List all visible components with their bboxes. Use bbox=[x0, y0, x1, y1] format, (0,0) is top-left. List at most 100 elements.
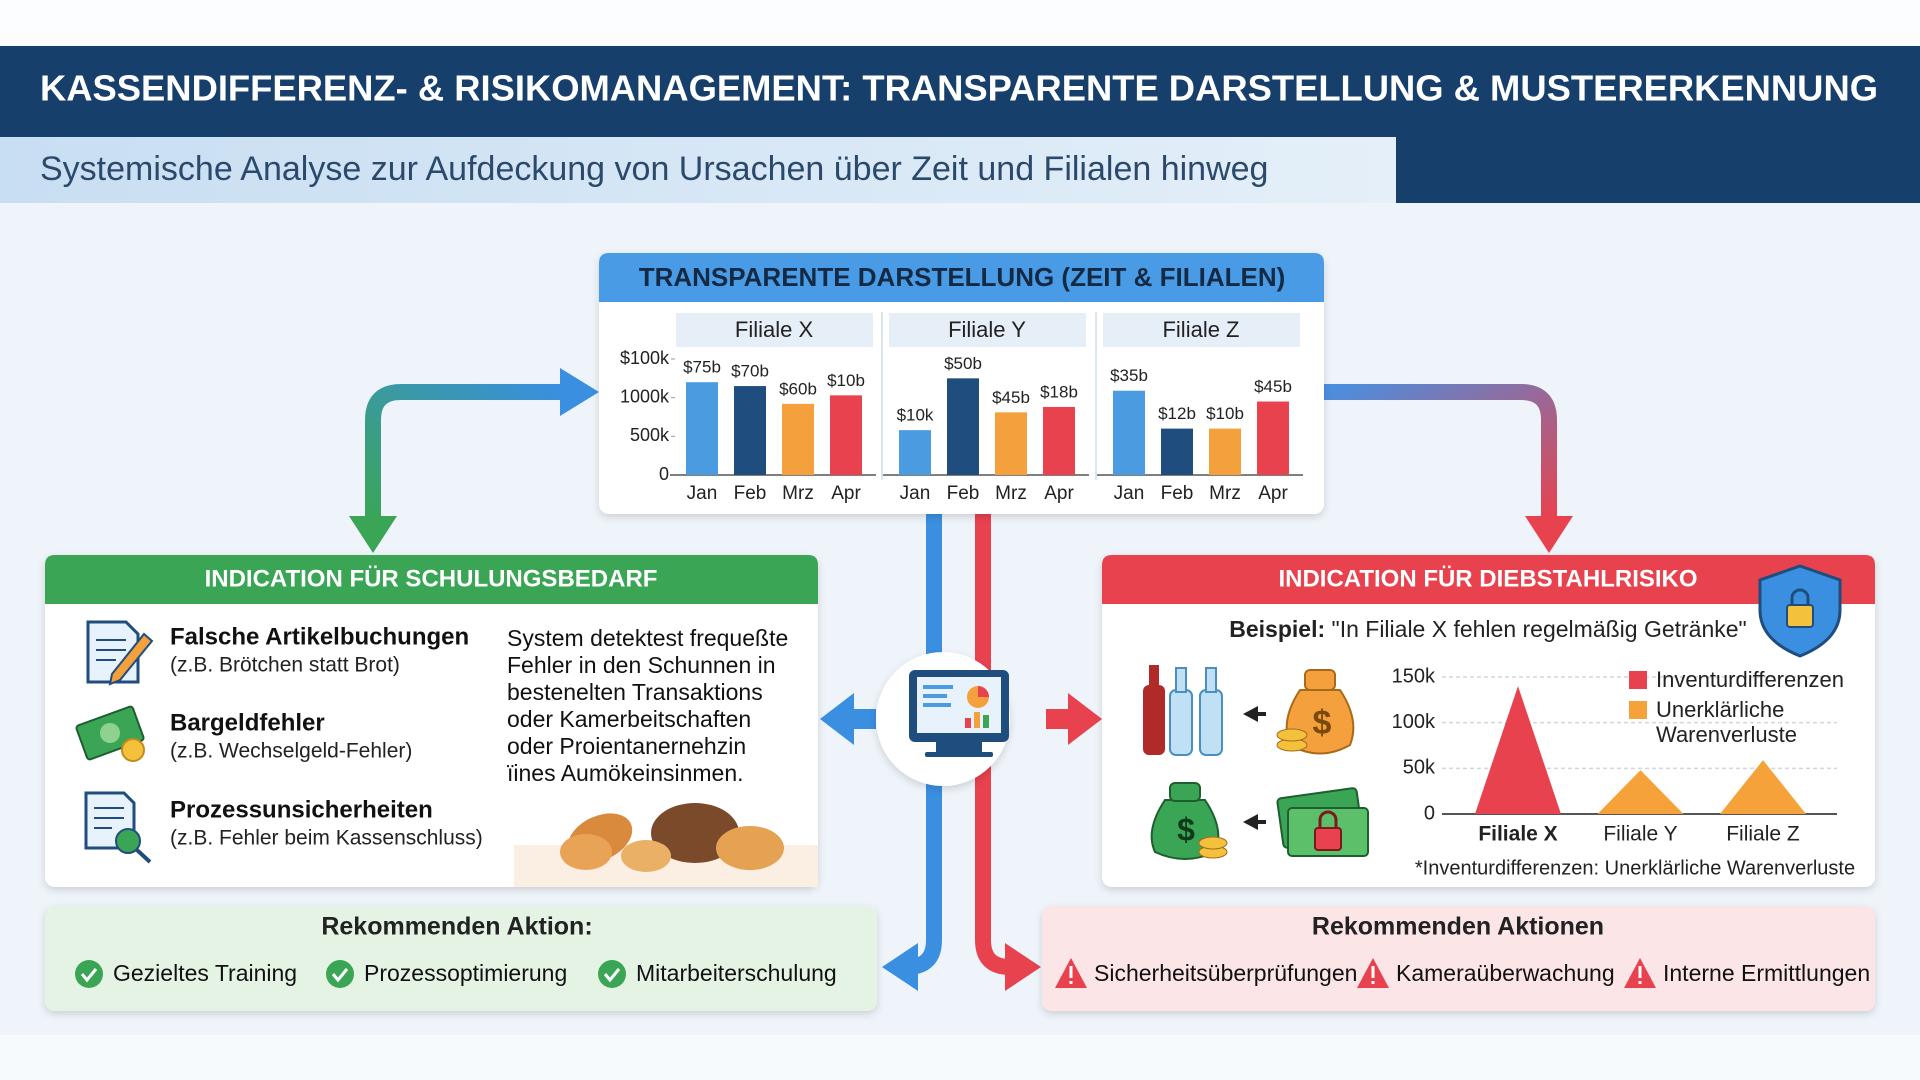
warning-mark bbox=[1371, 966, 1375, 978]
bar-annotation: $10b bbox=[1206, 404, 1244, 423]
bar bbox=[899, 430, 931, 475]
actions: Gezieltes Training Prozessoptimierung Mita… bbox=[75, 958, 1870, 988]
x-tick-label: Apr bbox=[1044, 483, 1074, 504]
bar-annotation: $10k bbox=[897, 406, 934, 425]
risk-chart: 0 50k 100k 150k Filiale X Filiale Y Filiale Z *… bbox=[1392, 665, 1855, 879]
item-title: Prozessunsicherheiten bbox=[170, 796, 433, 823]
bar-annotation: $75b bbox=[683, 358, 721, 377]
warning-mark bbox=[1638, 966, 1642, 978]
example-label: Beispiel: bbox=[1229, 616, 1325, 642]
icon-glyph: $ bbox=[1313, 704, 1332, 742]
description-line: oder Kamerbeitschaften bbox=[507, 706, 751, 732]
check-icon bbox=[326, 960, 354, 988]
connector bbox=[365, 384, 565, 528]
monitor-stand bbox=[936, 742, 982, 752]
bar bbox=[830, 395, 862, 475]
group-header bbox=[676, 313, 873, 347]
check-mark bbox=[80, 968, 98, 983]
check-mark bbox=[603, 968, 621, 983]
bar-annotation: $12b bbox=[1158, 404, 1196, 423]
left-panel-title: INDICATION FÜR SCHULUNGSBEDARF bbox=[205, 565, 658, 592]
connector bbox=[1324, 384, 1557, 520]
check-icon bbox=[75, 960, 103, 988]
description-line: System detektest frequeßte bbox=[507, 625, 788, 651]
x-tick-label: Filiale Y bbox=[1603, 823, 1677, 846]
bar-annotation: $35b bbox=[1110, 366, 1148, 385]
x-tick-label: Jan bbox=[900, 483, 931, 504]
x-tick-label: Apr bbox=[831, 483, 861, 504]
peak bbox=[1720, 760, 1806, 814]
bar bbox=[734, 386, 766, 475]
x-tick-label: Mrz bbox=[782, 483, 814, 504]
top-band bbox=[0, 0, 1920, 46]
icon-detail bbox=[978, 686, 989, 697]
x-tick-label: Mrz bbox=[1209, 483, 1241, 504]
description-line: bestenelten Transaktions bbox=[507, 679, 763, 705]
warning-mark bbox=[1069, 981, 1073, 984]
arrowhead bbox=[882, 943, 918, 991]
icon-glyph: $ bbox=[1177, 811, 1195, 847]
x-tick-label: Feb bbox=[1161, 483, 1194, 504]
y-tick-label: $100k bbox=[620, 348, 670, 368]
bar bbox=[782, 403, 814, 475]
item-title: Falsche Artikelbuchungen bbox=[170, 623, 469, 650]
right-actions-box bbox=[1042, 906, 1875, 1011]
right-actions-title: Rekommenden Aktionen bbox=[1312, 913, 1604, 941]
check-icon bbox=[598, 960, 626, 988]
chart-panel-header bbox=[599, 253, 1324, 302]
action-item: Mitarbeiterschulung bbox=[636, 960, 837, 986]
icon-detail bbox=[923, 694, 947, 698]
bar-annotation: $18b bbox=[1040, 382, 1078, 401]
y-tick-label: 1000k bbox=[620, 386, 670, 406]
group-header bbox=[889, 313, 1086, 347]
arrowhead bbox=[1046, 693, 1102, 745]
bar bbox=[1043, 406, 1075, 475]
bar-annotation: $45b bbox=[1254, 377, 1292, 396]
cash-icon bbox=[75, 705, 145, 762]
doc-icon bbox=[86, 620, 154, 686]
left-panel-header bbox=[45, 555, 818, 604]
warning-mark bbox=[1371, 981, 1375, 984]
item-detail: (z.B. Wechselgeld-Fehler) bbox=[170, 740, 412, 763]
bar-annotation: $10b bbox=[827, 371, 865, 390]
bar-chart: 0 500k 1000k $100k Filiale X $75b Jan $70b Feb $6… bbox=[620, 313, 1303, 504]
example-text: "In Filiale X fehlen regelmäßig Getränke… bbox=[1332, 616, 1747, 642]
right-panel-title: INDICATION FÜR DIEBSTAHLRISIKO bbox=[1278, 565, 1697, 592]
group-header bbox=[1103, 313, 1300, 347]
process-icon bbox=[84, 791, 152, 864]
arrowhead bbox=[1005, 943, 1041, 991]
x-tick-label: Filiale Z bbox=[1726, 823, 1800, 846]
subtitle: Systemische Analyse zur Aufdeckung von U… bbox=[40, 150, 1268, 188]
y-tick-label: 500k bbox=[630, 425, 670, 445]
item-detail: (z.B. Fehler beim Kassenschluss) bbox=[170, 827, 483, 850]
title-band bbox=[0, 46, 1920, 137]
icon-detail bbox=[974, 712, 980, 728]
arrowhead bbox=[349, 516, 397, 553]
check-mark bbox=[331, 968, 349, 983]
bar bbox=[1113, 390, 1145, 475]
bar-annotation: $70b bbox=[731, 362, 769, 381]
bar-annotation: $50b bbox=[944, 354, 982, 373]
legend-label: Inventurdifferenzen bbox=[1656, 667, 1844, 692]
icon-detail bbox=[983, 715, 989, 728]
x-tick-label: Jan bbox=[1114, 483, 1145, 504]
icon-detail bbox=[923, 703, 951, 707]
peak bbox=[1475, 686, 1561, 814]
bar bbox=[995, 412, 1027, 475]
bar bbox=[947, 378, 979, 475]
chart-title: TRANSPARENTE DARSTELLUNG (ZEIT & FILIALE… bbox=[639, 262, 1286, 292]
warning-mark bbox=[1638, 981, 1642, 984]
left-panel bbox=[45, 555, 818, 887]
bar-annotation: $60b bbox=[779, 379, 817, 398]
y-tick-label: 150k bbox=[1392, 665, 1436, 687]
y-tick-label: 50k bbox=[1403, 757, 1436, 779]
theft-icons: $ $ bbox=[1143, 665, 1369, 860]
arrowhead bbox=[820, 693, 876, 745]
bar bbox=[686, 382, 718, 475]
legend-label: Unerklärliche Warenverluste bbox=[1656, 697, 1798, 747]
item-title: Bargeldfehler bbox=[170, 709, 325, 736]
item-detail: (z.B. Brötchen statt Brot) bbox=[170, 654, 400, 677]
x-tick-label: Feb bbox=[734, 483, 767, 504]
